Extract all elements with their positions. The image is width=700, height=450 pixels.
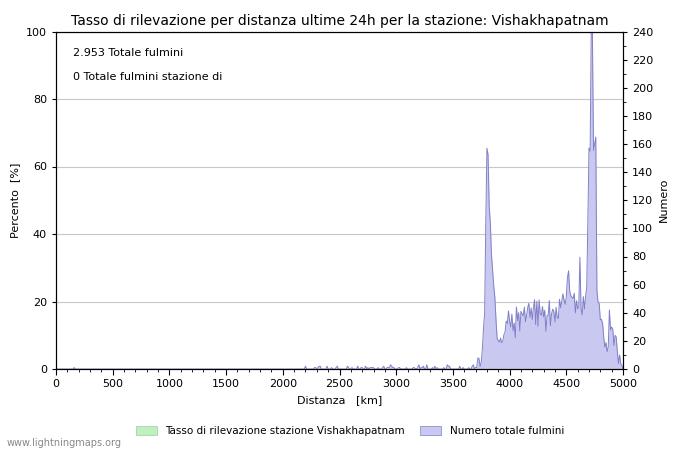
Text: 0 Totale fulmini stazione di: 0 Totale fulmini stazione di bbox=[73, 72, 223, 82]
Text: 2.953 Totale fulmini: 2.953 Totale fulmini bbox=[73, 49, 183, 58]
Legend: Tasso di rilevazione stazione Vishakhapatnam, Numero totale fulmini: Tasso di rilevazione stazione Vishakhapa… bbox=[132, 422, 568, 440]
X-axis label: Distanza   [km]: Distanza [km] bbox=[297, 395, 382, 405]
Y-axis label: Percento  [%]: Percento [%] bbox=[10, 162, 20, 238]
Y-axis label: Numero: Numero bbox=[659, 178, 668, 222]
Title: Tasso di rilevazione per distanza ultime 24h per la stazione: Vishakhapatnam: Tasso di rilevazione per distanza ultime… bbox=[71, 14, 608, 27]
Text: www.lightningmaps.org: www.lightningmaps.org bbox=[7, 438, 122, 448]
